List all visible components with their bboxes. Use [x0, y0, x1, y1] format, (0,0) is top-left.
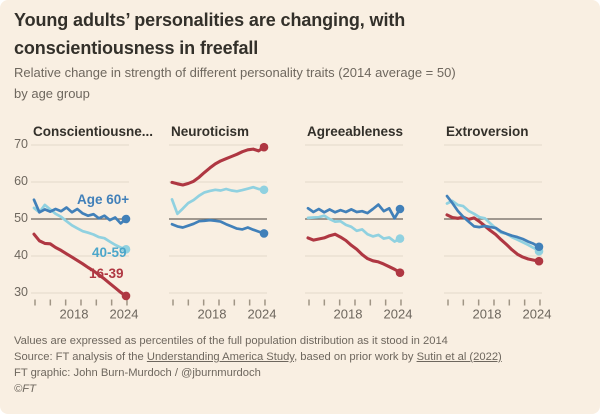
line-age-60+ [170, 218, 266, 235]
title-line-2: conscientiousness in freefall [14, 38, 259, 58]
y-axis-label-30: 30 [14, 285, 28, 299]
source-link-understanding-america-study[interactable]: Understanding America Study [146, 351, 295, 363]
x-axis-label: 2018 [198, 307, 227, 322]
line-age-60+ [445, 194, 541, 249]
subtitle-line-1: Relative change in strength of different… [14, 65, 456, 80]
line-age-60+ [306, 203, 402, 220]
y-axis-label-50: 50 [14, 211, 28, 225]
panel-title-agreeableness: Agreeableness [307, 124, 404, 139]
panel-title-extroversion: Extroversion [446, 124, 529, 139]
x-axis-label: 2024 [248, 307, 277, 322]
end-dot-age-60+ [121, 214, 131, 224]
source-mid: , based on prior work by [294, 351, 417, 363]
line-16-39 [170, 145, 266, 187]
end-dot-age-60+ [534, 242, 544, 252]
end-dot-16-39 [259, 142, 269, 152]
end-dot-16-39 [534, 256, 544, 266]
line-age-60+ [32, 198, 128, 225]
x-axis-label: 2018 [60, 307, 89, 322]
line-16-39 [306, 232, 402, 275]
series-label-age-40-59: 40-59 [92, 245, 127, 260]
source-link-sutin-et-al[interactable]: Sutin et al (2022) [416, 351, 502, 363]
copyright: ©FT [14, 383, 36, 395]
line-40-59 [306, 214, 402, 243]
line-40-59 [445, 199, 541, 253]
credit-line: FT graphic: John Burn-Murdoch / @jburnmu… [14, 367, 261, 379]
x-axis-label: 2024 [110, 307, 139, 322]
series-label-age-60-plus: Age 60+ [77, 192, 130, 207]
end-dot-16-39 [121, 291, 131, 301]
chart-subtitle: Relative change in strength of different… [14, 62, 584, 104]
end-dot-16-39 [395, 268, 405, 277]
series-label-age-16-39: 16-39 [89, 266, 124, 281]
y-axis-label-40: 40 [14, 248, 28, 262]
x-axis-label: 2024 [523, 307, 552, 322]
page-title: Young adults’ personalities are changing… [14, 6, 574, 62]
footer: Values are expressed as percentiles of t… [14, 333, 592, 397]
line-16-39 [32, 232, 128, 298]
end-dot-40-59 [259, 185, 269, 195]
y-axis-label-70: 70 [14, 137, 28, 151]
source-prefix: Source: FT analysis of the [14, 351, 147, 363]
source-line: Source: FT analysis of the Understanding… [14, 349, 592, 365]
x-axis-label: 2018 [473, 307, 502, 322]
line-40-59 [32, 203, 128, 251]
y-axis-label-60: 60 [14, 174, 28, 188]
line-16-39 [445, 213, 541, 263]
title-line-1: Young adults’ personalities are changing… [14, 10, 406, 30]
subtitle-line-2: by age group [14, 86, 90, 101]
x-axis-label: 2018 [334, 307, 363, 322]
end-dot-40-59 [121, 245, 131, 254]
end-dot-40-59 [395, 234, 405, 243]
x-axis-label: 2024 [384, 307, 413, 322]
end-dot-age-60+ [259, 229, 269, 238]
line-40-59 [170, 185, 266, 216]
end-dot-age-60+ [395, 204, 405, 214]
panel-title-conscientiousness: Conscientiousne... [33, 124, 154, 139]
panel-title-neuroticism: Neuroticism [171, 124, 250, 139]
footnote: Values are expressed as percentiles of t… [14, 335, 448, 347]
